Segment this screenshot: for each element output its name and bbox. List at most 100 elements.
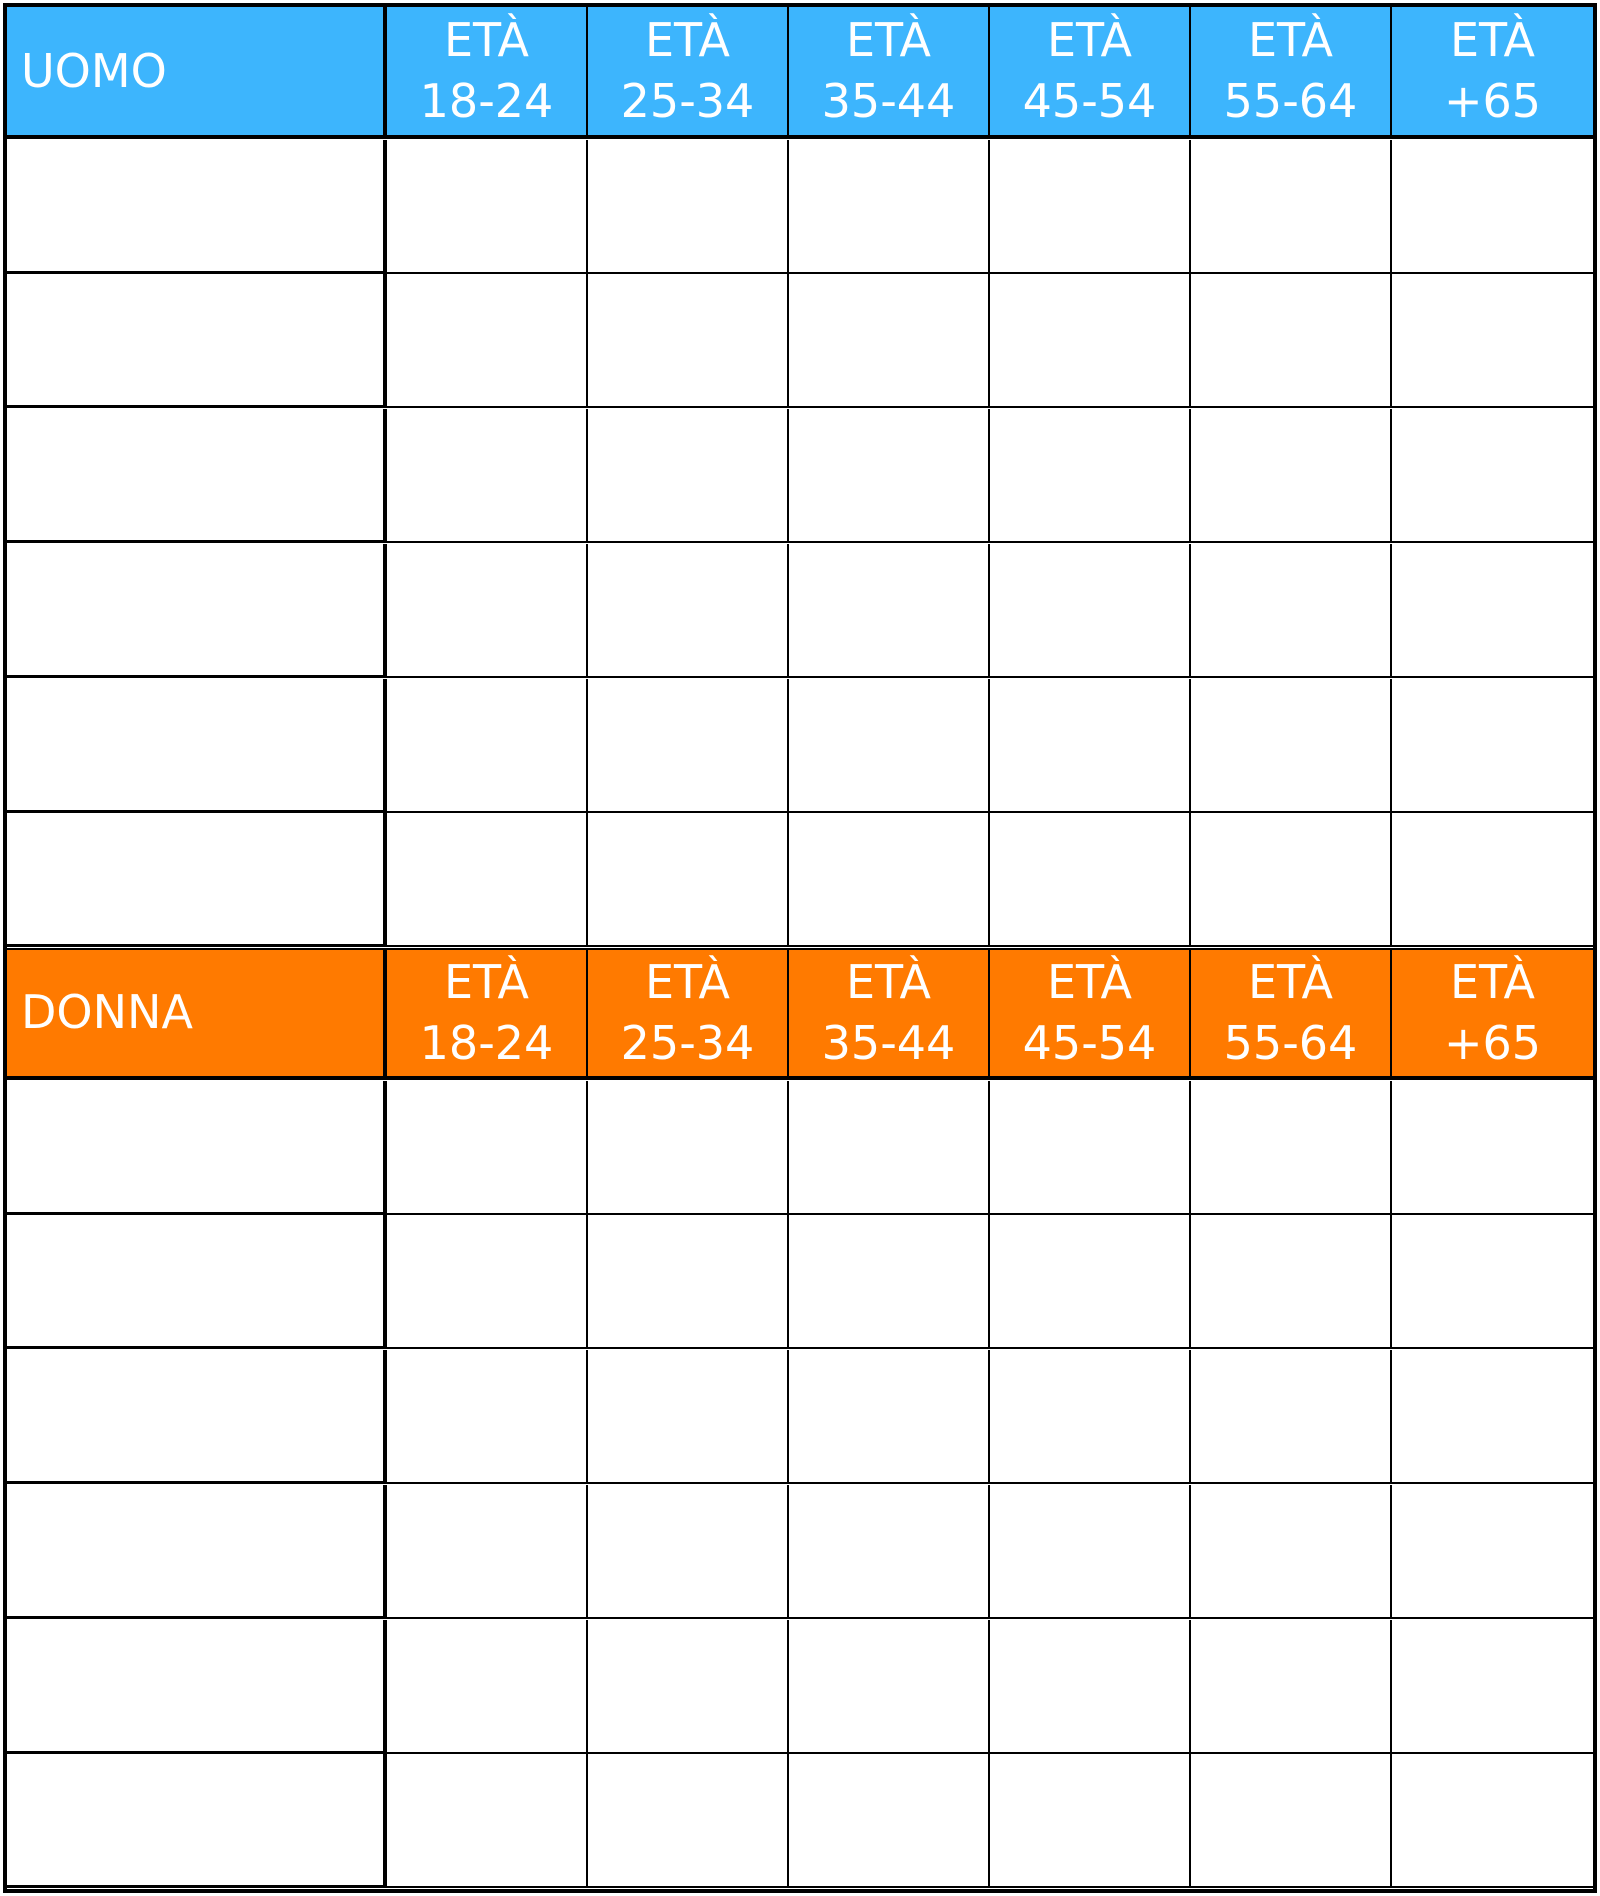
table-cell[interactable] [1191,409,1392,544]
table-cell[interactable] [789,543,990,678]
table-cell[interactable] [387,1754,588,1889]
section-title-female: DONNA [7,947,387,1080]
header-line1: ETÀ [845,13,932,67]
header-age-25-34: ETÀ 25-34 [588,7,789,139]
table-cell[interactable] [387,1215,588,1350]
table-cell[interactable] [1191,274,1392,409]
table-cell[interactable] [990,678,1191,813]
row-label-cell[interactable] [7,1754,387,1889]
table-cell[interactable] [588,678,789,813]
table-cell[interactable] [789,1754,990,1889]
header-line2: +65 [1443,74,1542,128]
table-cell[interactable] [1191,543,1392,678]
table-cell[interactable] [588,1215,789,1350]
header-line2: 18-24 [419,74,554,128]
header-line1: ETÀ [1046,13,1133,67]
table-cell[interactable] [990,543,1191,678]
table-cell[interactable] [789,139,990,274]
table-cell[interactable] [387,813,588,948]
table-cell[interactable] [990,1754,1191,1889]
table-cell[interactable] [1191,1215,1392,1350]
table-cell[interactable] [1392,1081,1593,1215]
table-cell[interactable] [789,1350,990,1485]
table-cell[interactable] [588,274,789,409]
table-cell[interactable] [1191,1484,1392,1619]
header-age-55-64: ETÀ 55-64 [1191,947,1392,1080]
table-cell[interactable] [789,274,990,409]
row-label-cell[interactable] [7,139,387,274]
table-cell[interactable] [1392,1215,1593,1350]
row-label-cell[interactable] [7,274,387,409]
header-age-45-54: ETÀ 45-54 [990,7,1191,139]
header-line2: 25-34 [620,1015,755,1070]
table-cell[interactable] [1392,409,1593,544]
table-cell[interactable] [1392,1350,1593,1485]
table-cell[interactable] [387,1484,588,1619]
table-cell[interactable] [789,813,990,948]
table-cell[interactable] [990,1350,1191,1485]
table-cell[interactable] [990,274,1191,409]
table-cell[interactable] [588,543,789,678]
table-cell[interactable] [1191,1080,1392,1215]
table-cell[interactable] [990,409,1191,544]
table-cell[interactable] [1191,1619,1392,1754]
table-cell[interactable] [387,274,588,409]
section-title-text: DONNA [21,985,193,1040]
table-cell[interactable] [387,1080,588,1215]
table-cell[interactable] [789,1215,990,1350]
header-age-55-64: ETÀ 55-64 [1191,7,1392,139]
table-cell[interactable] [789,1619,990,1754]
table-cell[interactable] [990,1215,1191,1350]
table-cell[interactable] [1392,1754,1593,1889]
table-cell[interactable] [789,678,990,813]
table-cell[interactable] [387,1350,588,1485]
table-cell[interactable] [1392,274,1593,409]
header-age-18-24: ETÀ 18-24 [387,7,588,139]
row-label-cell[interactable] [7,813,387,948]
table-cell[interactable] [1191,813,1392,948]
table-cell[interactable] [990,813,1191,948]
row-label-cell[interactable] [7,543,387,678]
header-line1: ETÀ [1449,954,1536,1009]
table-cell[interactable] [588,1484,789,1619]
row-label-cell[interactable] [7,409,387,544]
table-cell[interactable] [990,139,1191,274]
table-cell[interactable] [588,139,789,274]
table-cell[interactable] [588,813,789,948]
table-cell[interactable] [990,1619,1191,1754]
table-cell[interactable] [387,678,588,813]
table-cell[interactable] [387,409,588,544]
table-cell[interactable] [588,1619,789,1754]
table-cell[interactable] [1191,139,1392,274]
row-label-cell[interactable] [7,678,387,813]
table-cell[interactable] [387,139,588,274]
table-cell[interactable] [1392,1485,1593,1619]
table-cell[interactable] [1392,140,1593,274]
table-cell[interactable] [1191,678,1392,813]
row-label-cell[interactable] [7,1484,387,1619]
table-cell[interactable] [1191,1350,1392,1485]
table-cell[interactable] [387,543,588,678]
table-cell[interactable] [1392,679,1593,813]
table-cell[interactable] [990,1484,1191,1619]
table-cell[interactable] [990,1080,1191,1215]
row-label-cell[interactable] [7,1350,387,1485]
row-label-cell[interactable] [7,1215,387,1350]
table-cell[interactable] [588,1350,789,1485]
table-cell[interactable] [588,1080,789,1215]
table-cell[interactable] [1392,544,1593,678]
table-cell[interactable] [789,1080,990,1215]
header-line1: ETÀ [1247,13,1334,67]
row-label-cell[interactable] [7,1080,387,1215]
header-age-25-34: ETÀ 25-34 [588,947,789,1080]
table-cell[interactable] [789,409,990,544]
row-label-cell[interactable] [7,1619,387,1754]
table-cell[interactable] [1392,813,1593,948]
table-cell[interactable] [789,1484,990,1619]
table-cell[interactable] [588,1754,789,1889]
table-cell[interactable] [1191,1754,1392,1889]
table-cell[interactable] [1392,1620,1593,1754]
table-cell[interactable] [588,409,789,544]
header-line1: ETÀ [443,13,530,67]
table-cell[interactable] [387,1619,588,1754]
